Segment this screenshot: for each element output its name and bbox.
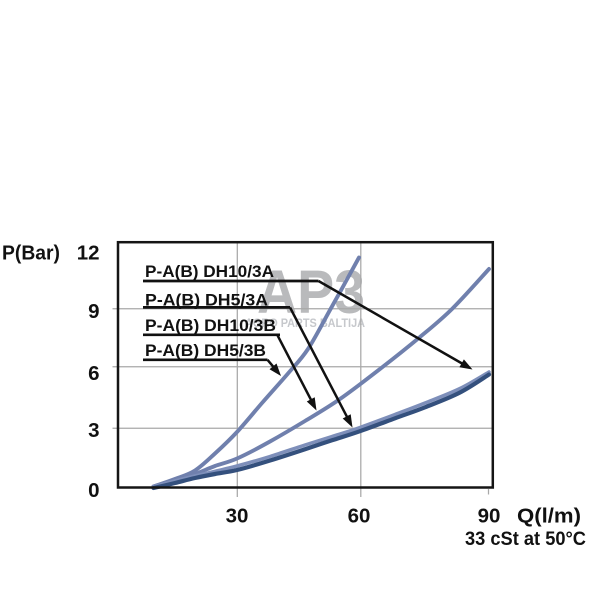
svg-text:AGRO PARTS BALTIJA: AGRO PARTS BALTIJA — [245, 316, 365, 330]
svg-text:6: 6 — [88, 362, 99, 385]
svg-text:12: 12 — [77, 242, 100, 265]
svg-text:P-A(B) DH10/3A: P-A(B) DH10/3A — [145, 262, 274, 281]
svg-text:P-A(B) DH5/3A: P-A(B) DH5/3A — [145, 290, 268, 309]
svg-text:33 cSt at 50°C: 33 cSt at 50°C — [465, 529, 586, 550]
svg-text:P-A(B) DH10/3B: P-A(B) DH10/3B — [145, 316, 276, 335]
svg-text:P(Bar): P(Bar) — [2, 242, 60, 265]
svg-text:90: 90 — [478, 504, 501, 527]
svg-text:3: 3 — [88, 419, 99, 442]
svg-text:60: 60 — [348, 504, 371, 527]
svg-text:Q(l/m): Q(l/m) — [517, 504, 581, 527]
svg-text:30: 30 — [226, 504, 249, 527]
svg-text:P-A(B) DH5/3B: P-A(B) DH5/3B — [145, 341, 266, 360]
svg-text:AP3: AP3 — [257, 258, 365, 326]
svg-text:0: 0 — [88, 479, 99, 502]
svg-text:9: 9 — [88, 300, 99, 323]
